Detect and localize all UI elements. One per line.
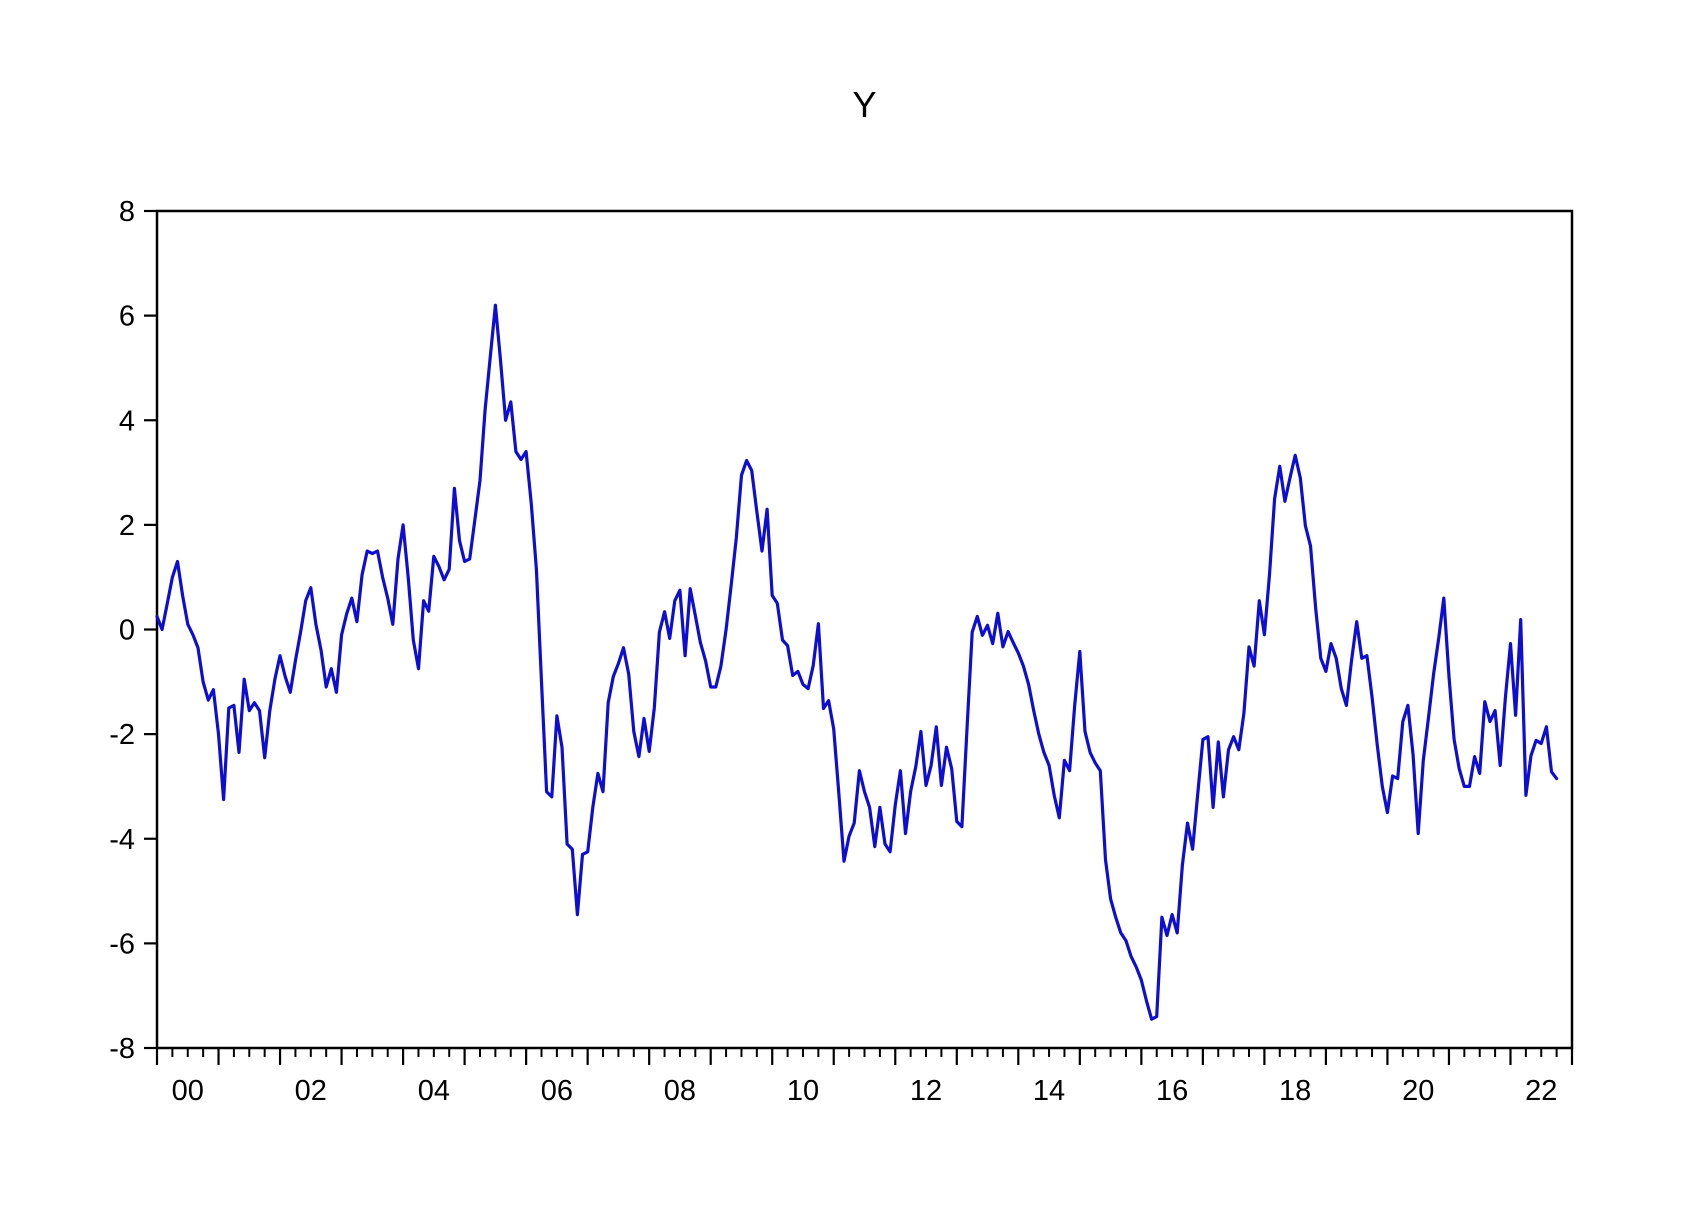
y-axis-tick-label: 4 <box>119 405 135 437</box>
series-line-y <box>155 303 1559 1021</box>
y-axis-tick-label: 6 <box>119 301 135 333</box>
y-axis-tick-label: -8 <box>109 1033 135 1065</box>
y-axis-tick-label: -2 <box>109 719 135 751</box>
x-axis-tick-label: 14 <box>1033 1075 1065 1107</box>
x-axis-tick-label: 20 <box>1402 1075 1434 1107</box>
x-axis-tick-label: 00 <box>172 1075 204 1107</box>
x-axis-tick-label: 08 <box>664 1075 696 1107</box>
x-axis-tick-label: 12 <box>910 1075 942 1107</box>
axis-box <box>155 209 1574 1050</box>
y-axis-tick-label: 0 <box>119 615 135 647</box>
x-axis-tick-label: 04 <box>418 1075 450 1107</box>
y-axis-tick-label: -6 <box>109 928 135 960</box>
y-axis-tick-label: 2 <box>119 510 135 542</box>
x-axis-tick-label: 18 <box>1279 1075 1311 1107</box>
x-axis-tick-label: 10 <box>787 1075 819 1107</box>
x-axis-tick-label: 16 <box>1156 1075 1188 1107</box>
x-axis-tick-label: 06 <box>541 1075 573 1107</box>
chart-title: Y <box>852 84 877 125</box>
x-axis-tick-label: 02 <box>295 1075 327 1107</box>
y-axis-tick-label: 8 <box>119 196 135 228</box>
y-axis-tick-label: -4 <box>109 824 135 856</box>
x-axis-tick-label: 22 <box>1525 1075 1557 1107</box>
